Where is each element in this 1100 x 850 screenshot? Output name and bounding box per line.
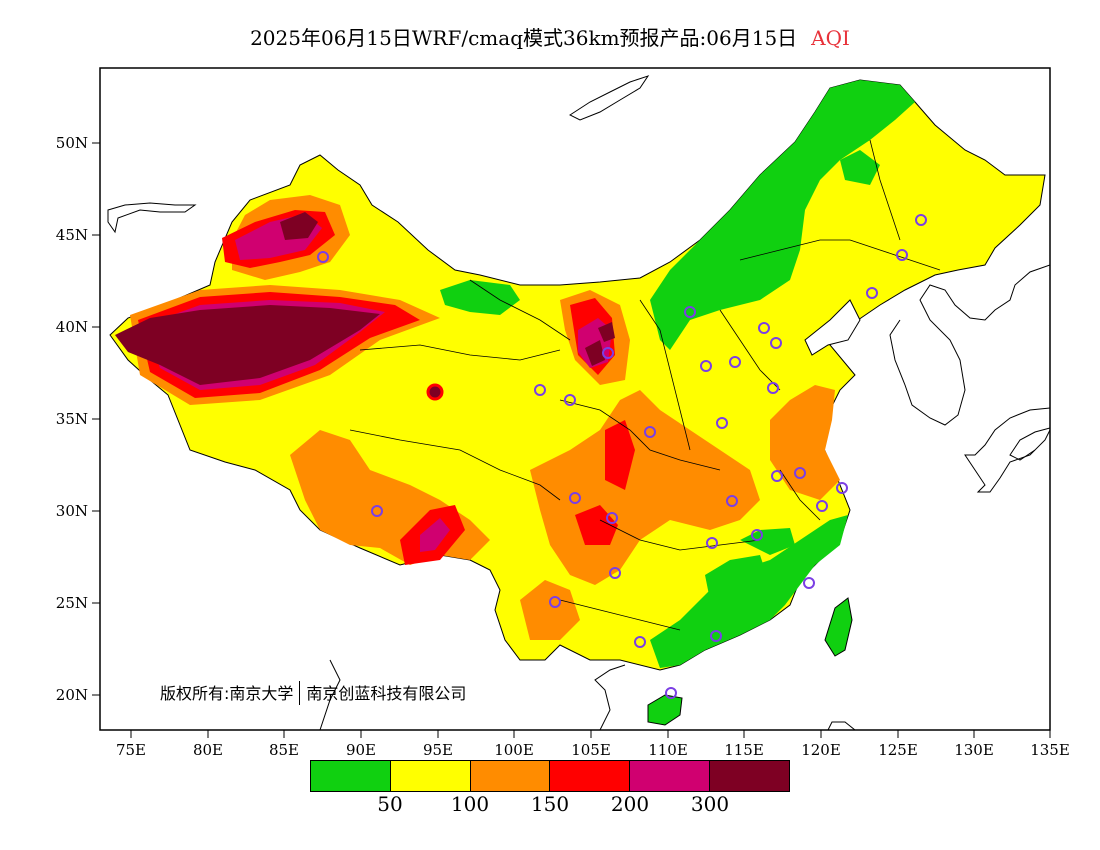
lat-label: 45N bbox=[56, 226, 88, 244]
lat-label: 40N bbox=[56, 318, 88, 336]
lat-label: 25N bbox=[56, 594, 88, 612]
lon-label: 120E bbox=[801, 741, 841, 759]
lat-label: 35N bbox=[56, 410, 88, 428]
lon-label: 115E bbox=[724, 741, 764, 759]
station-marker bbox=[700, 360, 712, 372]
station-marker bbox=[602, 347, 614, 359]
lon-label: 130E bbox=[954, 741, 994, 759]
station-marker bbox=[534, 384, 546, 396]
copyright-left: 版权所有:南京大学 bbox=[160, 684, 294, 703]
good-zone-south-inland bbox=[705, 555, 770, 600]
station-marker bbox=[634, 636, 646, 648]
legend-swatch-very-unhealthy bbox=[630, 761, 711, 791]
legend-tick: 200 bbox=[610, 792, 650, 816]
station-marker bbox=[317, 251, 329, 263]
usg-zone-east bbox=[770, 385, 840, 500]
lon-label: 75E bbox=[116, 741, 146, 759]
station-marker bbox=[569, 492, 581, 504]
variable-label: AQI bbox=[811, 26, 850, 50]
station-marker bbox=[836, 482, 848, 494]
very-unhealthy-zone-tibet bbox=[420, 518, 450, 552]
lon-label: 110E bbox=[648, 741, 688, 759]
hazardous-spot-qinghai bbox=[426, 383, 444, 401]
good-zone-north-mongolia bbox=[440, 280, 520, 315]
color-legend bbox=[310, 760, 790, 792]
lon-label: 100E bbox=[494, 741, 534, 759]
station-marker bbox=[371, 505, 383, 517]
station-marker bbox=[866, 287, 878, 299]
station-marker bbox=[710, 630, 722, 642]
station-marker bbox=[706, 537, 718, 549]
unhealthy-zone-shaanxi bbox=[605, 420, 635, 490]
station-markers bbox=[317, 214, 927, 699]
lon-axis: 75E 80E 85E 90E 95E 100E 105E 110E 115E … bbox=[116, 730, 1070, 759]
station-marker bbox=[794, 467, 806, 479]
station-marker bbox=[770, 337, 782, 349]
station-marker bbox=[606, 512, 618, 524]
station-marker bbox=[716, 417, 728, 429]
legend-swatch-hazardous bbox=[710, 761, 789, 791]
hazardous-zone-ningxia bbox=[585, 340, 605, 366]
station-marker bbox=[684, 306, 696, 318]
legend-swatch-usg bbox=[470, 761, 551, 791]
legend-tick: 100 bbox=[450, 792, 490, 816]
legend-tick: 150 bbox=[530, 792, 570, 816]
lon-label: 125E bbox=[878, 741, 918, 759]
station-marker bbox=[726, 495, 738, 507]
bohai-sea bbox=[804, 299, 861, 356]
copyright-separator bbox=[299, 681, 301, 705]
good-zone-taiwan bbox=[824, 597, 853, 657]
lon-label: 80E bbox=[193, 741, 223, 759]
legend-swatch-moderate bbox=[390, 761, 471, 791]
lon-label: 135E bbox=[1030, 741, 1070, 759]
station-marker bbox=[896, 249, 908, 261]
usg-zone-southwest bbox=[520, 580, 580, 640]
legend-tick: 300 bbox=[690, 792, 730, 816]
lon-label: 95E bbox=[423, 741, 453, 759]
legend-tick: 50 bbox=[377, 792, 403, 816]
station-marker bbox=[549, 596, 561, 608]
hazardous-zone-dzungar bbox=[280, 212, 318, 240]
lat-axis: 50N 45N 40N 35N 30N 25N 20N bbox=[56, 134, 100, 704]
map-frame bbox=[99, 67, 1051, 731]
copyright-right: 南京创蓝科技有限公司 bbox=[306, 684, 467, 703]
station-marker bbox=[816, 500, 828, 512]
station-marker bbox=[644, 426, 656, 438]
neighbor-coastlines bbox=[107, 75, 1050, 730]
hazardous-zone-hexi bbox=[598, 322, 615, 342]
lon-label: 85E bbox=[269, 741, 299, 759]
station-marker bbox=[771, 470, 783, 482]
legend-swatch-unhealthy bbox=[550, 761, 631, 791]
aqi-field bbox=[107, 75, 1050, 730]
station-marker bbox=[665, 687, 677, 699]
hazardous-zone-tarim bbox=[115, 305, 380, 385]
station-marker bbox=[729, 356, 741, 368]
legend-swatch-good bbox=[311, 761, 391, 791]
copyright-note: 版权所有:南京大学 南京创蓝科技有限公司 bbox=[160, 680, 466, 705]
station-marker bbox=[803, 577, 815, 589]
station-marker bbox=[751, 529, 763, 541]
province-borders bbox=[349, 139, 941, 631]
station-marker bbox=[609, 567, 621, 579]
good-zone-southwest bbox=[740, 528, 795, 555]
title-text: 2025年06月15日WRF/cmaq模式36km预报产品:06月15日 bbox=[250, 26, 798, 50]
lat-label: 20N bbox=[56, 686, 88, 704]
map-title: 2025年06月15日WRF/cmaq模式36km预报产品:06月15日 AQI bbox=[0, 22, 1100, 51]
station-marker bbox=[767, 382, 779, 394]
lon-label: 90E bbox=[346, 741, 376, 759]
station-marker bbox=[564, 394, 576, 406]
good-zone-northeast bbox=[650, 80, 915, 350]
station-marker bbox=[915, 214, 927, 226]
good-zone-northeast-far bbox=[840, 150, 880, 185]
lat-label: 30N bbox=[56, 502, 88, 520]
good-zone-hainan bbox=[647, 694, 683, 726]
lat-label: 50N bbox=[56, 134, 88, 152]
station-marker bbox=[758, 322, 770, 334]
lon-label: 105E bbox=[571, 741, 611, 759]
